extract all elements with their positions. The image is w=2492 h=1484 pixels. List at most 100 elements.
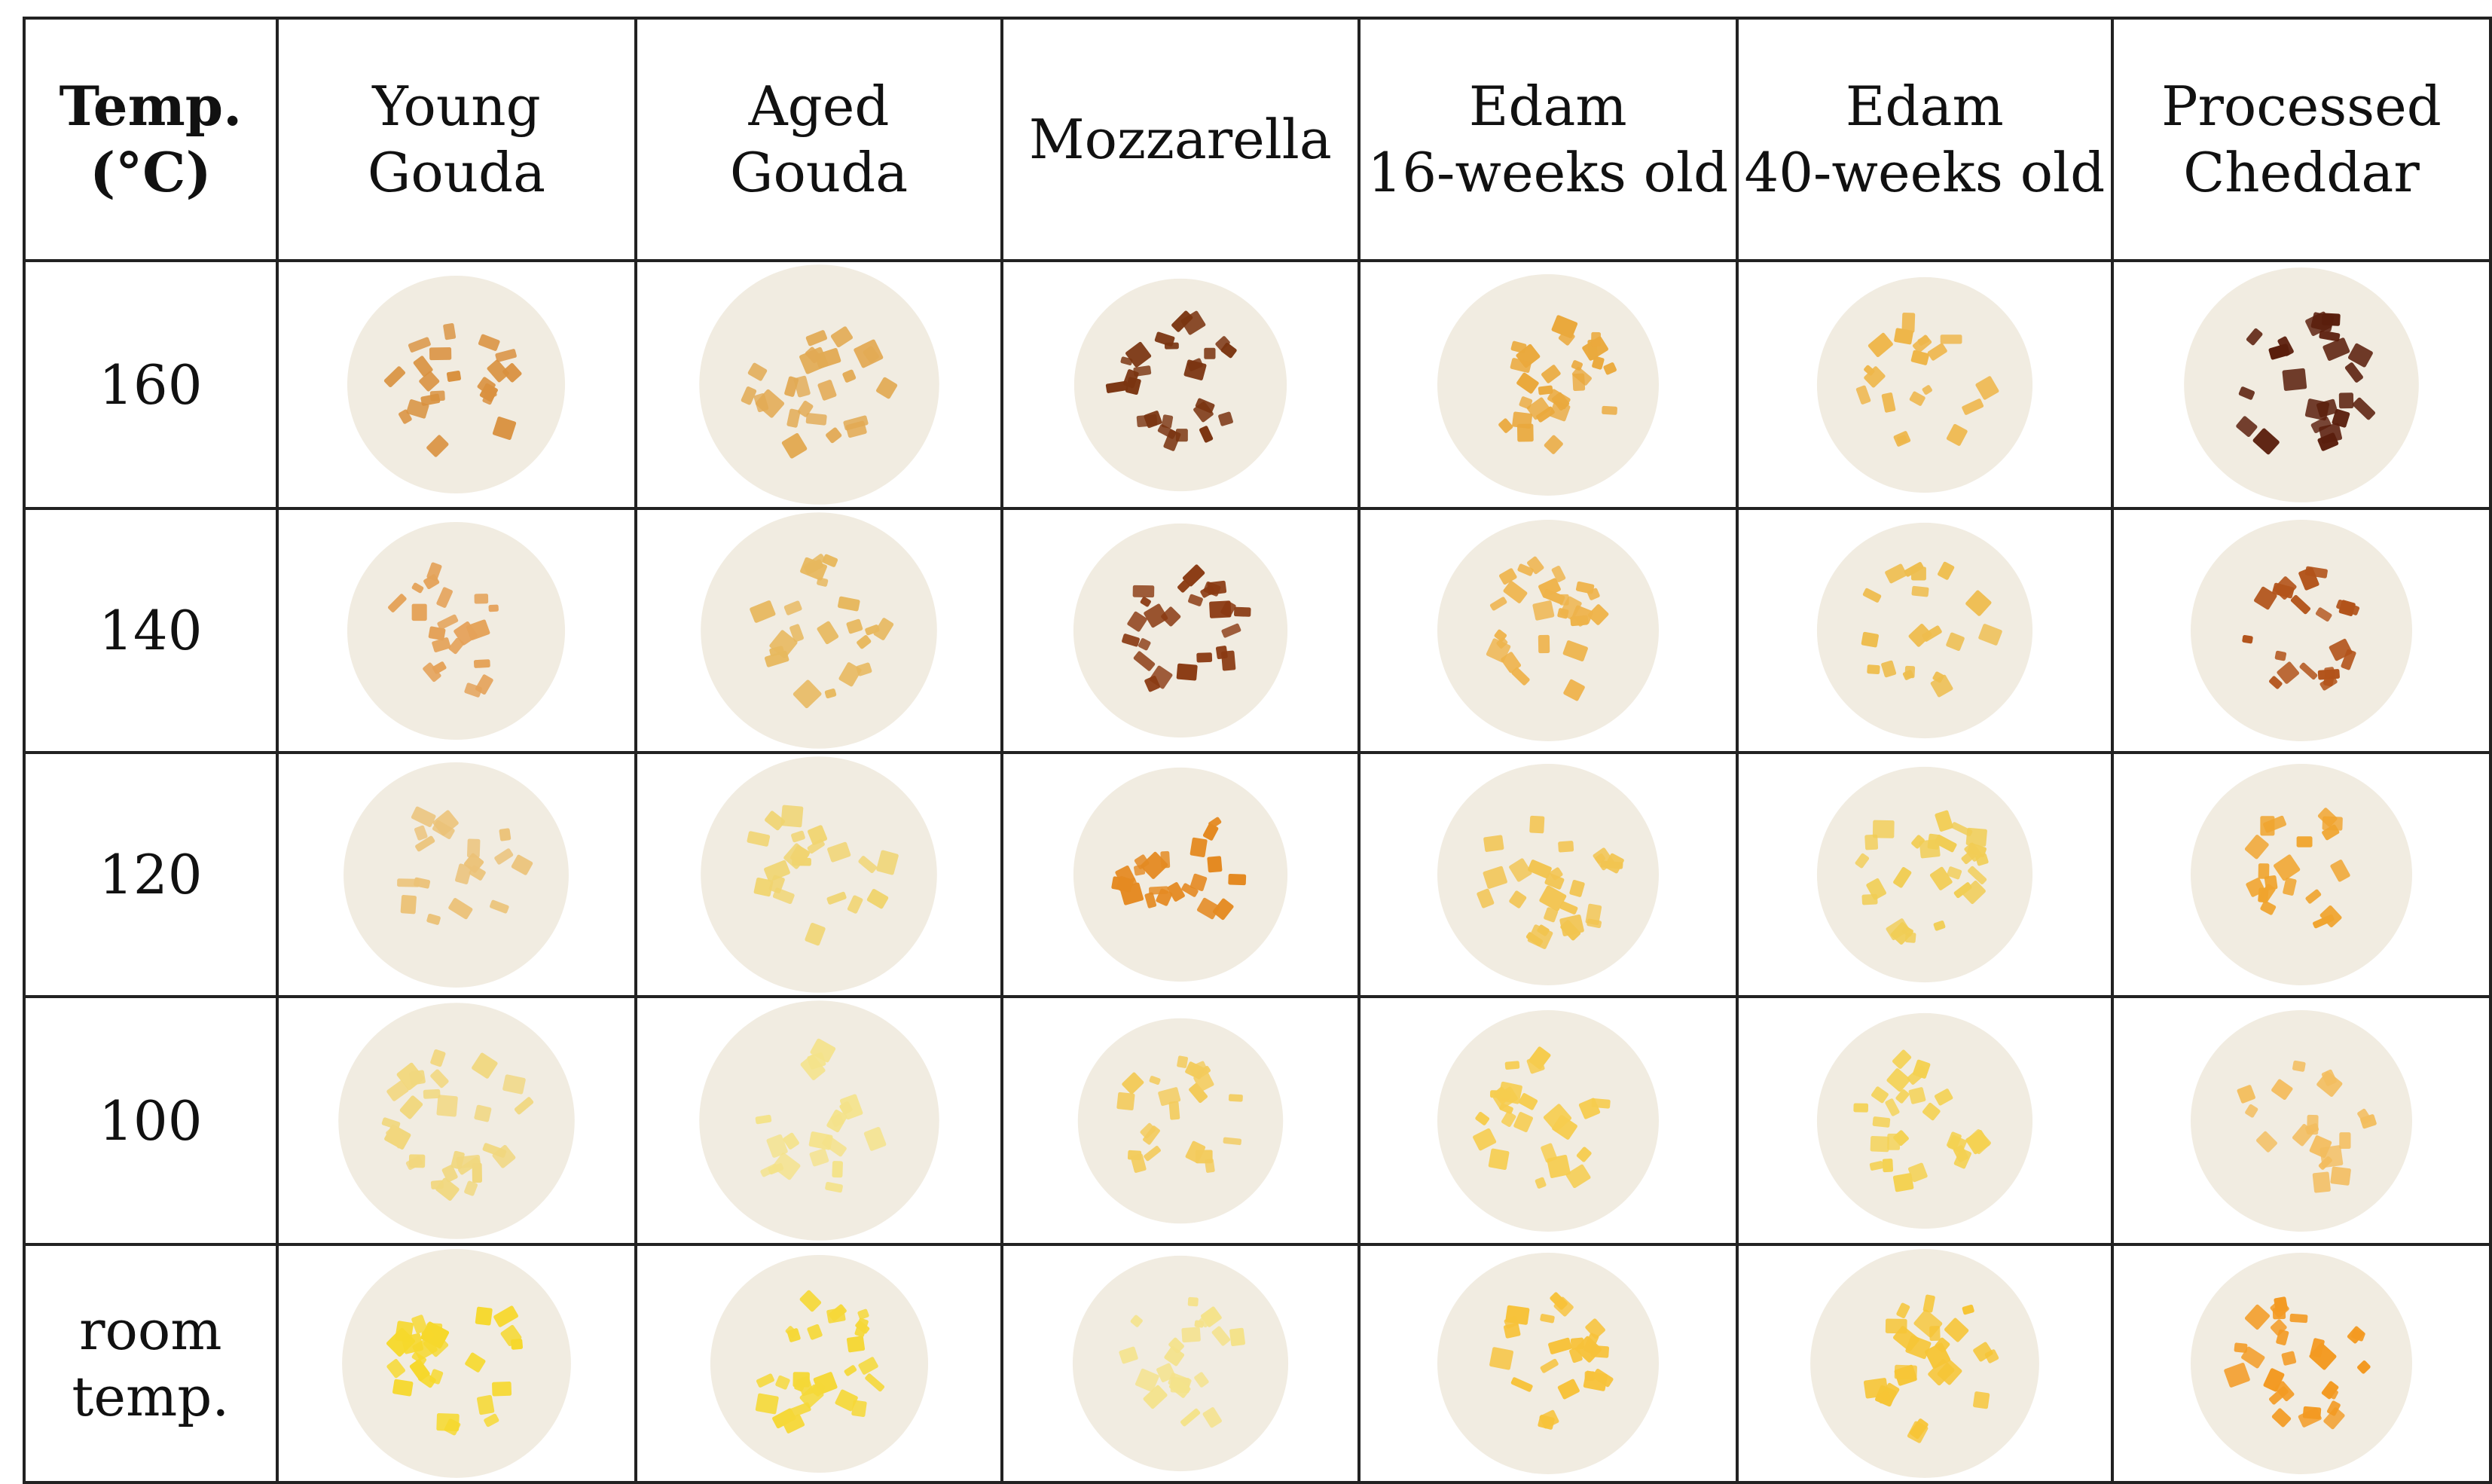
cheese-piece (1901, 312, 1916, 333)
cheese-piece (386, 1359, 405, 1379)
cheese-sample-plate (1437, 273, 1659, 496)
cheese-piece (831, 1161, 843, 1178)
cheese-piece (788, 1402, 811, 1418)
cheese-piece (824, 1181, 843, 1193)
cheese-piece (2350, 1329, 2365, 1342)
cheese-piece (1907, 1064, 1928, 1085)
cheese-piece (420, 393, 441, 406)
temperature-line1: 120 (99, 843, 203, 906)
plate-disc (338, 1002, 575, 1239)
cheese-piece (1144, 892, 1156, 908)
cheese-piece (2292, 1060, 2306, 1072)
cheese-piece (1221, 623, 1241, 638)
header-line2: 16-weeks old (1367, 141, 1729, 204)
cheese-piece (817, 577, 829, 587)
temperature-cell: room temp. (23, 1243, 279, 1484)
cheese-piece (1168, 1337, 1184, 1354)
cheese-piece (1144, 675, 1160, 692)
cheese-sample-plate (1816, 276, 2032, 493)
cheese-piece (1894, 1364, 1917, 1380)
cheese-piece (1182, 564, 1205, 587)
cheese-sample-plate (701, 512, 937, 749)
cheese-piece (493, 416, 517, 441)
cheese-piece (2274, 650, 2286, 661)
cheese-piece (1886, 918, 1910, 941)
cheese-piece (828, 1303, 847, 1321)
cheese-piece (441, 1164, 458, 1182)
cheese-piece (2316, 1070, 2343, 1097)
cheese-piece (1562, 640, 1588, 661)
sample-cell-aged-gouda (634, 995, 1003, 1246)
cheese-piece (1896, 1302, 1910, 1319)
cheese-piece (1877, 1390, 1891, 1404)
cheese-piece (1160, 850, 1171, 869)
cheese-piece (1922, 1294, 1935, 1313)
cheese-piece (2319, 905, 2342, 928)
cheese-piece (1196, 652, 1212, 663)
cheese-piece (781, 432, 807, 459)
cheese-piece (2242, 634, 2253, 644)
cheese-piece (1176, 1055, 1188, 1068)
cheese-piece (1540, 1358, 1559, 1373)
cheese-piece (1557, 608, 1569, 619)
plate-disc (1809, 1249, 2039, 1478)
cheese-piece (817, 621, 839, 645)
cheese-piece (472, 1162, 482, 1183)
cheese-piece (1122, 1072, 1144, 1095)
cheese-piece (1935, 810, 1953, 832)
sample-cell-processed-cheddar (2110, 507, 2492, 754)
cheese-piece (1501, 1110, 1516, 1127)
cheese-piece (1862, 588, 1882, 603)
cheese-piece (2274, 1381, 2295, 1402)
plate-disc (698, 1000, 939, 1241)
cheese-sample-plate (1437, 520, 1659, 741)
cheese-piece (2298, 567, 2319, 591)
cheese-piece (1228, 1093, 1243, 1102)
cheese-piece (1105, 380, 1128, 393)
cheese-piece (467, 838, 481, 858)
cheese-piece (2347, 343, 2373, 368)
header-edam-16-weeks: Edam 16-weeks old (1357, 17, 1739, 262)
cheese-piece (1187, 1296, 1199, 1307)
cheese-piece (1211, 1326, 1230, 1346)
cheese-piece (415, 835, 435, 851)
cheese-piece (1526, 396, 1550, 420)
cheese-piece (1181, 1327, 1201, 1343)
cheese-piece (1571, 366, 1592, 386)
cheese-piece (1892, 1049, 1912, 1069)
temperature-cell: 160 (23, 259, 279, 510)
cheese-piece (1203, 581, 1221, 597)
cheese-piece (1156, 888, 1173, 906)
cheese-piece (1962, 880, 1986, 905)
cheese-piece (2255, 1131, 2277, 1153)
cheese-piece (514, 1096, 534, 1114)
cheese-piece (448, 897, 473, 919)
cheese-piece (1907, 1162, 1928, 1182)
cheese-piece (1144, 1145, 1161, 1161)
cheese-piece (1543, 1103, 1571, 1131)
cheese-piece (412, 603, 428, 621)
cheese-piece (1967, 866, 1987, 884)
cheese-piece (429, 1369, 444, 1385)
cheese-piece (1559, 901, 1578, 915)
cheese-piece (1154, 331, 1175, 347)
cheese-piece (1547, 1337, 1572, 1354)
cheese-piece (1927, 343, 1947, 361)
sample-cell-young-gouda (275, 1243, 638, 1484)
cheese-piece (783, 600, 802, 615)
temperature-line1: room (79, 1299, 222, 1362)
cheese-piece (488, 604, 499, 612)
cheese-piece (1544, 435, 1563, 454)
cheese-piece (1929, 1326, 1941, 1342)
cheese-piece (476, 1394, 495, 1415)
cheese-piece (1125, 341, 1151, 368)
cheese-piece (1503, 1323, 1521, 1339)
header-line1: Aged (748, 75, 890, 138)
cheese-piece (790, 845, 811, 866)
cheese-piece (464, 853, 484, 873)
cheese-piece (512, 854, 533, 875)
cheese-piece (2330, 860, 2350, 882)
cheese-piece (2332, 408, 2350, 428)
cheese-sample-plate (1437, 764, 1659, 985)
cheese-sample-plate (2190, 1253, 2412, 1474)
